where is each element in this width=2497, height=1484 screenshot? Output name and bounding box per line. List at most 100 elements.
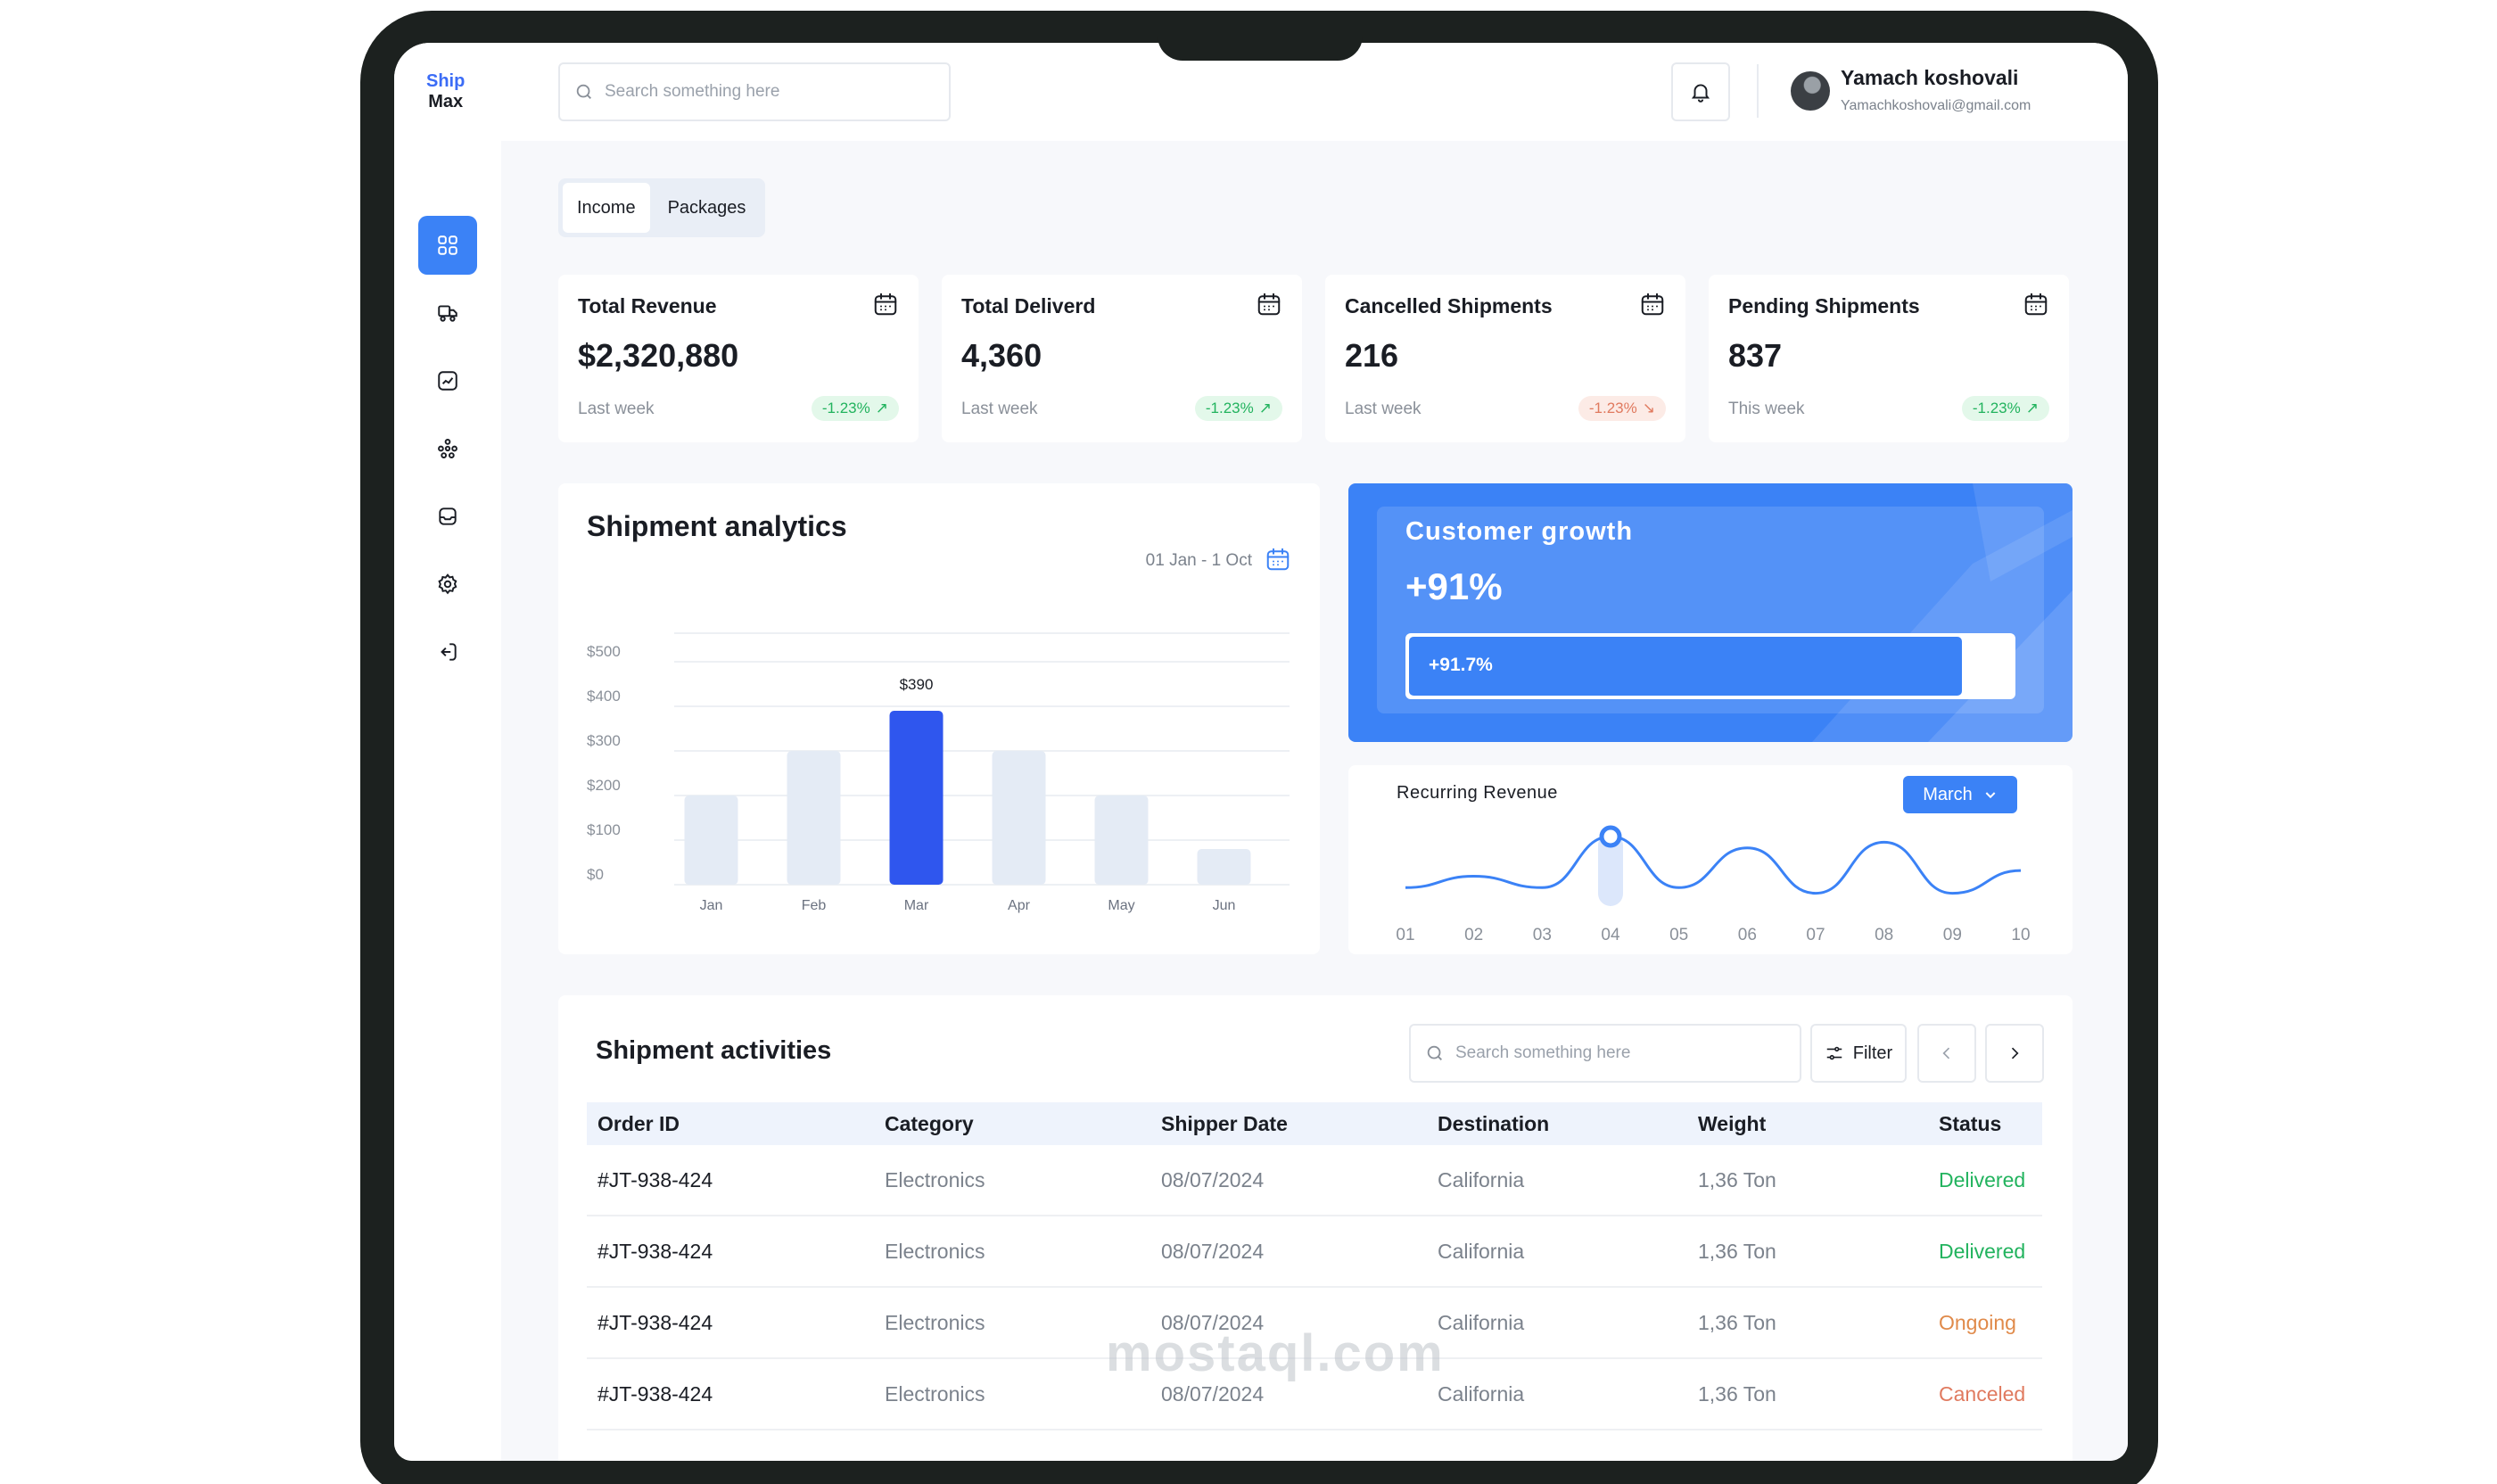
stat-card-total-delivered: Total Deliverd 4,360 Last week -1.23% ↗ bbox=[942, 275, 1302, 442]
x-tick-label: Jan bbox=[700, 898, 723, 913]
month-select[interactable]: March bbox=[1903, 776, 2017, 813]
recurring-title: Recurring Revenue bbox=[1397, 783, 1558, 803]
trend-up-icon: ↗ bbox=[2025, 400, 2039, 416]
change-badge: -1.23% ↘ bbox=[1578, 396, 1666, 421]
watermark: mostaql.com bbox=[1106, 1324, 1445, 1382]
x-tick-label: Mar bbox=[904, 898, 929, 913]
sidebar-item-inbox[interactable] bbox=[418, 487, 477, 546]
y-tick-label: $0 bbox=[587, 866, 604, 883]
chevron-right-icon bbox=[2011, 1047, 2019, 1059]
gear-icon bbox=[438, 573, 457, 595]
x-tick-label: 03 bbox=[1533, 926, 1552, 944]
stat-value: $2,320,880 bbox=[578, 337, 739, 374]
view-tabs: Income Packages bbox=[558, 178, 765, 237]
sidebar-item-network[interactable] bbox=[418, 419, 477, 478]
next-page-button[interactable] bbox=[1985, 1024, 2044, 1083]
column-header[interactable]: Destination bbox=[1438, 1111, 1550, 1135]
shipment-bar-chart: $500 $400 $300 $200 $100 $0 Jan Feb Mar $390 Apr Ma… bbox=[587, 632, 1290, 913]
calendar-icon[interactable] bbox=[1256, 291, 1282, 317]
logo-line2: Max bbox=[428, 92, 464, 111]
column-header[interactable]: Weight bbox=[1698, 1111, 1767, 1135]
order-id: #JT-938-424 bbox=[597, 1310, 713, 1334]
calendar-icon[interactable] bbox=[1639, 291, 1666, 317]
highlight-point bbox=[1599, 825, 1622, 848]
prev-page-button[interactable] bbox=[1917, 1024, 1976, 1083]
global-search-input[interactable]: Search something here bbox=[558, 62, 951, 121]
x-tick-label: 04 bbox=[1601, 926, 1620, 944]
table-row[interactable]: #JT-938-424 Electronics 08/07/2024 Calif… bbox=[587, 1288, 2042, 1359]
y-tick-label: $400 bbox=[587, 688, 621, 705]
x-tick-label: 05 bbox=[1669, 926, 1688, 944]
calendar-icon[interactable] bbox=[872, 291, 899, 317]
column-header[interactable]: Order ID bbox=[597, 1111, 680, 1135]
filter-button[interactable]: Filter bbox=[1810, 1024, 1907, 1083]
stat-value: 837 bbox=[1728, 337, 1783, 374]
sidebar-item-dashboard[interactable] bbox=[418, 216, 477, 275]
logout-icon bbox=[441, 643, 457, 661]
column-header[interactable]: Status bbox=[1939, 1111, 2002, 1135]
month-select-value: March bbox=[1923, 784, 1973, 804]
user-email: Yamachkoshovali@gmail.com bbox=[1841, 98, 2031, 113]
calendar-icon[interactable] bbox=[1265, 546, 1291, 573]
search-icon bbox=[1427, 1045, 1442, 1060]
category: Electronics bbox=[885, 1310, 985, 1334]
destination: California bbox=[1438, 1167, 1525, 1191]
change-value: -1.23% bbox=[1588, 400, 1637, 416]
activities-table: Order ID Category Shipper Date Destinati… bbox=[587, 1102, 2042, 1430]
trend-up-icon: ↗ bbox=[875, 400, 888, 416]
stat-title: Total Deliverd bbox=[961, 294, 1096, 317]
network-icon bbox=[438, 439, 457, 458]
calendar-icon[interactable] bbox=[2023, 291, 2049, 317]
x-tick-label: 06 bbox=[1738, 926, 1757, 944]
chart-icon bbox=[438, 371, 457, 391]
growth-value: +91% bbox=[1405, 565, 1503, 607]
app-screen: Ship Max Search something here Yamach ko… bbox=[394, 43, 2128, 1461]
device-notch bbox=[1158, 27, 1363, 61]
app-logo[interactable]: Ship Max bbox=[426, 71, 465, 112]
growth-progress-bar bbox=[1405, 633, 2015, 699]
table-row[interactable]: #JT-938-424 Electronics 08/07/2024 Calif… bbox=[587, 1359, 2042, 1430]
shipper-date: 08/07/2024 bbox=[1161, 1167, 1265, 1191]
sidebar-item-logout[interactable] bbox=[418, 622, 477, 681]
analytics-date-range[interactable]: 01 Jan - 1 Oct bbox=[1145, 551, 1252, 570]
activities-search-input[interactable]: Search something here bbox=[1409, 1024, 1801, 1083]
x-tick-label: 08 bbox=[1875, 926, 1893, 944]
sidebar-item-analytics[interactable] bbox=[418, 351, 477, 410]
sidebar-item-settings[interactable] bbox=[418, 555, 477, 614]
change-badge: -1.23% ↗ bbox=[1961, 396, 2049, 421]
notifications-button[interactable] bbox=[1671, 62, 1730, 121]
filter-label: Filter bbox=[1852, 1043, 1893, 1063]
change-value: -1.23% bbox=[1972, 400, 2021, 416]
avatar[interactable] bbox=[1791, 71, 1830, 111]
x-tick-label: Apr bbox=[1008, 898, 1031, 913]
chart-bar bbox=[787, 751, 841, 885]
trend-up-icon: ↗ bbox=[1258, 400, 1272, 416]
y-tick-label: $100 bbox=[587, 821, 621, 838]
weight: 1,36 Ton bbox=[1698, 1239, 1776, 1263]
table-header: Order ID Category Shipper Date Destinati… bbox=[587, 1102, 2042, 1145]
chevron-left-icon bbox=[1942, 1047, 1950, 1059]
column-header[interactable]: Category bbox=[885, 1111, 974, 1135]
table-row[interactable]: #JT-938-424 Electronics 08/07/2024 Calif… bbox=[587, 1145, 2042, 1216]
tab-packages[interactable]: Packages bbox=[667, 197, 746, 218]
shipper-date: 08/07/2024 bbox=[1161, 1239, 1265, 1263]
shipment-activities-card: Shipment activities Search something her… bbox=[558, 995, 2073, 1461]
status-badge: Ongoing bbox=[1939, 1310, 2016, 1334]
change-value: -1.23% bbox=[821, 400, 870, 416]
stat-card-cancelled-shipments: Cancelled Shipments 216 Last week -1.23%… bbox=[1325, 275, 1685, 442]
sidebar-item-shipments[interactable] bbox=[418, 284, 477, 342]
column-header[interactable]: Shipper Date bbox=[1161, 1111, 1288, 1135]
status-badge: Delivered bbox=[1939, 1167, 2026, 1191]
order-id: #JT-938-424 bbox=[597, 1167, 713, 1191]
tab-income[interactable]: Income bbox=[563, 183, 650, 233]
x-tick-label: Feb bbox=[802, 898, 827, 913]
weight: 1,36 Ton bbox=[1698, 1310, 1776, 1334]
y-tick-label: $300 bbox=[587, 732, 621, 749]
chart-bar bbox=[684, 796, 738, 885]
stat-value: 4,360 bbox=[961, 337, 1042, 374]
stat-period: Last week bbox=[961, 400, 1038, 418]
analytics-title: Shipment analytics bbox=[587, 510, 847, 542]
x-tick-label: 02 bbox=[1464, 926, 1483, 944]
table-row[interactable]: #JT-938-424 Electronics 08/07/2024 Calif… bbox=[587, 1216, 2042, 1288]
stat-card-pending-shipments: Pending Shipments 837 This week -1.23% ↗ bbox=[1709, 275, 2069, 442]
